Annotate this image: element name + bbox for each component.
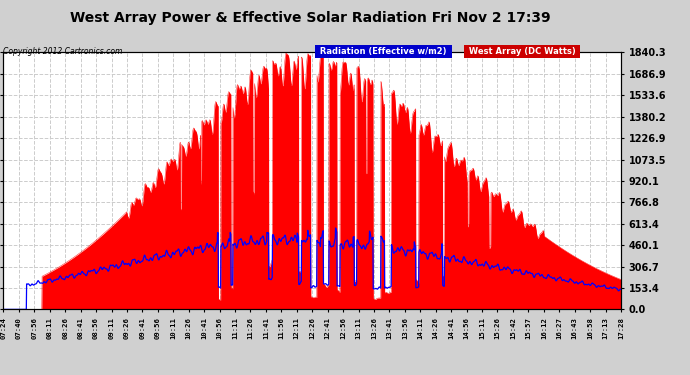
Text: Copyright 2012 Cartronics.com: Copyright 2012 Cartronics.com [3,47,123,56]
Text: Radiation (Effective w/m2): Radiation (Effective w/m2) [317,47,450,56]
Text: West Array Power & Effective Solar Radiation Fri Nov 2 17:39: West Array Power & Effective Solar Radia… [70,11,551,25]
Text: West Array (DC Watts): West Array (DC Watts) [466,47,578,56]
